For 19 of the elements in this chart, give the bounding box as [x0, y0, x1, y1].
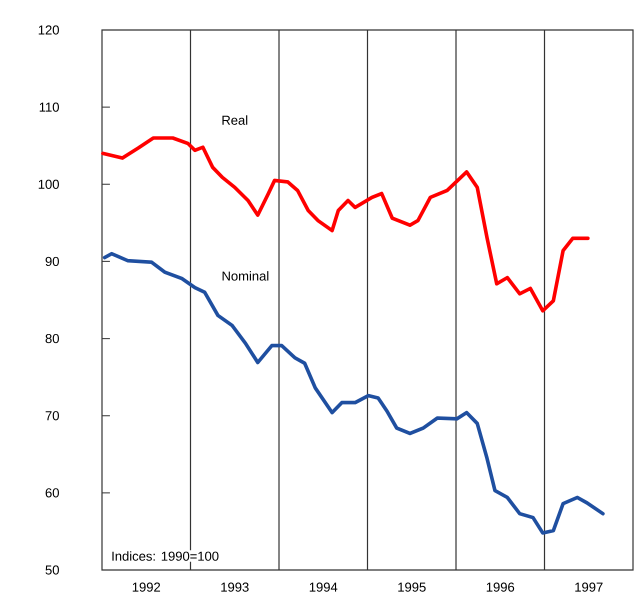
x-tick-label: 1995 — [398, 582, 426, 592]
annotation: Indices: 1990=100 — [112, 551, 218, 561]
line-series — [102, 252, 605, 535]
x-tick-label: 1996 — [486, 582, 514, 592]
series-label: Nominal — [222, 271, 268, 281]
y-tick-label: 120 — [38, 25, 59, 35]
x-tick-label: 1993 — [221, 582, 249, 592]
x-tick-label: 1994 — [310, 582, 338, 592]
text: Real — [222, 115, 248, 125]
y-tick-label: 90 — [46, 256, 59, 266]
y-tick-label: 50 — [46, 565, 59, 575]
y-tick-label: 60 — [46, 488, 59, 498]
x-tick-label: 1992 — [132, 582, 160, 592]
x-tick-label: 1997 — [575, 582, 603, 592]
y-tick-label: 70 — [46, 411, 59, 420]
y-tick-label: 80 — [46, 334, 59, 344]
line-series — [101, 136, 590, 313]
y-tick-label: 110 — [40, 102, 59, 112]
y-tick-label: 100 — [38, 180, 59, 189]
